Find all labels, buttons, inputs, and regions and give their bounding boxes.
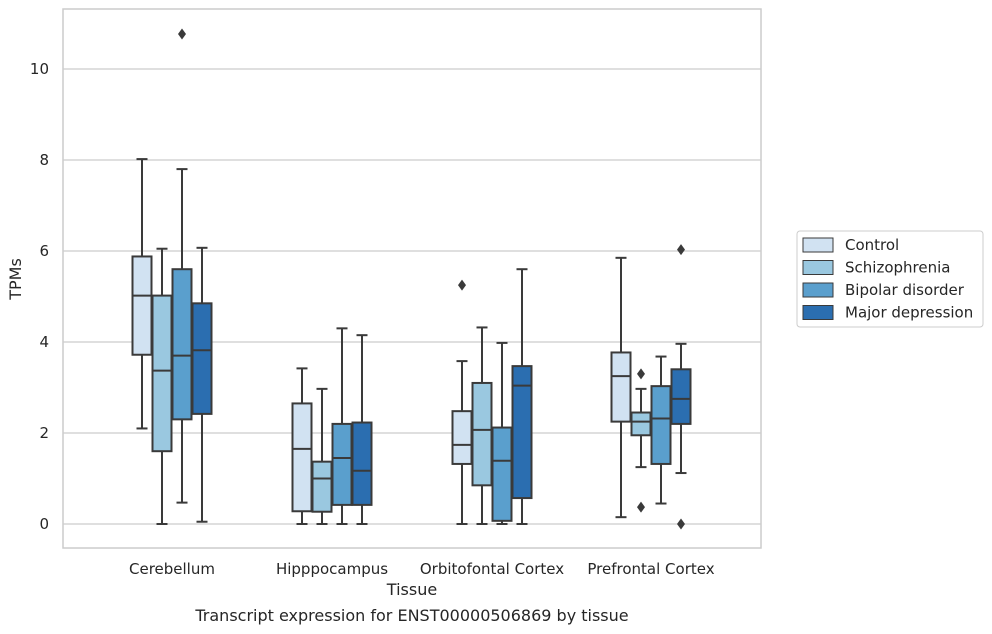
box-3-2 xyxy=(331,327,353,525)
box-iqr xyxy=(471,381,493,487)
box-iqr xyxy=(331,422,353,506)
box-1-3 xyxy=(451,279,473,525)
box-4-3 xyxy=(511,268,533,525)
box-2-2 xyxy=(311,387,333,525)
y-axis-label: TPMs xyxy=(6,258,25,301)
box-3-1 xyxy=(171,28,193,504)
flier-point-1 xyxy=(178,28,186,40)
box-1-2 xyxy=(291,367,313,525)
box-iqr xyxy=(131,255,153,356)
box-iqr xyxy=(351,421,373,506)
flier-point-1 xyxy=(677,244,685,256)
box-1-1 xyxy=(131,158,153,430)
box-iqr xyxy=(171,268,193,421)
box-iqr xyxy=(630,411,652,437)
box-1-4 xyxy=(610,256,632,519)
legend-label-4: Major depression xyxy=(845,304,973,322)
y-tick-label-0: 0 xyxy=(39,515,49,533)
x-axis-ticks: Cerebellum Hipppocampus Orbitofontal Corte… xyxy=(129,560,715,578)
chart-caption: Transcript expression for ENST0000050686… xyxy=(194,606,628,625)
box-3-4 xyxy=(650,355,672,505)
box-3-3 xyxy=(491,341,513,525)
box-4-2 xyxy=(351,334,373,525)
flier-point-2 xyxy=(677,518,685,530)
box-iqr xyxy=(311,460,333,513)
y-tick-label-10: 10 xyxy=(30,60,49,78)
box-iqr xyxy=(511,365,533,500)
box-2-1 xyxy=(151,247,173,525)
legend-label-2: Schizophrenia xyxy=(845,259,950,277)
legend-frame xyxy=(796,230,984,328)
box-iqr xyxy=(610,351,632,423)
box-2-3 xyxy=(471,326,493,525)
x-axis-label: Tissue xyxy=(386,580,437,599)
legend-swatch-1 xyxy=(802,237,834,253)
box-iqr xyxy=(650,385,672,465)
legend-swatch-3 xyxy=(802,282,834,298)
box-4-4 xyxy=(670,244,692,530)
box-iqr xyxy=(151,294,173,453)
legend-label-3: Bipolar disorder xyxy=(845,281,965,299)
box-iqr xyxy=(670,368,692,425)
box-iqr xyxy=(291,402,313,513)
box-iqr xyxy=(451,410,473,465)
y-tick-label-6: 6 xyxy=(39,242,49,260)
x-tick-label-2: Hipppocampus xyxy=(276,560,388,578)
y-tick-label-4: 4 xyxy=(39,333,49,351)
x-tick-label-4: Prefrontal Cortex xyxy=(587,560,714,578)
legend-swatch-2 xyxy=(802,260,834,275)
flier-point-2 xyxy=(637,501,645,513)
legend-label-1: Control xyxy=(845,236,899,254)
box-iqr xyxy=(491,426,513,522)
plot-frame xyxy=(62,8,762,549)
box-4-1 xyxy=(191,246,213,523)
flier-point-1 xyxy=(637,368,645,380)
box-2-4 xyxy=(630,368,652,513)
y-axis-ticks: 0 2 4 6 8 10 xyxy=(30,60,49,533)
y-tick-label-8: 8 xyxy=(39,151,49,169)
y-tick-label-2: 2 xyxy=(39,424,49,442)
box-iqr xyxy=(191,302,213,415)
boxes xyxy=(131,28,692,530)
x-tick-label-1: Cerebellum xyxy=(129,560,215,578)
flier-point-1 xyxy=(458,279,466,291)
legend-swatch-4 xyxy=(802,305,834,320)
x-tick-label-3: Orbitofontal Cortex xyxy=(420,560,564,578)
legend: Control Schizophrenia Bipolar disorder Majo… xyxy=(796,230,984,328)
